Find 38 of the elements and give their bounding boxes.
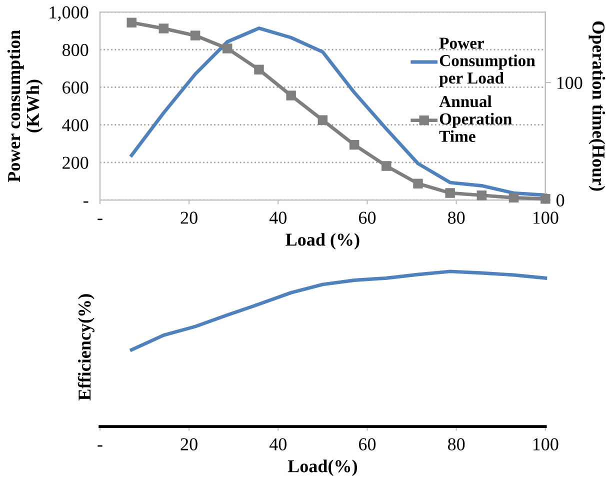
x-tick-label: 80 bbox=[448, 212, 465, 224]
x-axis-title: Load (%) bbox=[286, 233, 360, 250]
point bbox=[413, 178, 423, 188]
legend-label: Power Consumption per Load bbox=[439, 38, 536, 88]
x-tick-label: 80 bbox=[448, 438, 465, 450]
legend-label: Annual Operation Time bbox=[439, 95, 512, 142]
y-tick-label: 1,000 bbox=[50, 6, 88, 22]
y2-tick-label: 0 bbox=[556, 194, 564, 206]
y2-tick-label: 100 bbox=[557, 76, 582, 89]
point bbox=[382, 161, 392, 171]
y-tick-label: 800 bbox=[62, 44, 88, 56]
y2-axis-title: Operation time(Hour) bbox=[588, 21, 606, 191]
point bbox=[158, 24, 169, 34]
y-tick-label: 400 bbox=[62, 119, 88, 132]
point bbox=[190, 30, 200, 40]
y-axis-title: Power consumption (KWh) bbox=[7, 30, 43, 182]
y-axis-title: Efficiency(%) bbox=[78, 294, 94, 400]
point bbox=[349, 140, 360, 150]
x-tick-label: 40 bbox=[269, 212, 286, 224]
x-tick-label: 100 bbox=[533, 212, 558, 224]
x-tick-label: 60 bbox=[358, 212, 376, 224]
y-tick-label: 200 bbox=[62, 156, 88, 169]
y-tick-label: 600 bbox=[62, 82, 88, 94]
x-tick-label: 100 bbox=[533, 438, 558, 450]
x-tick-label: 60 bbox=[358, 438, 376, 450]
point bbox=[126, 18, 136, 28]
x-axis-title: Load(%) bbox=[288, 460, 358, 476]
point bbox=[508, 192, 519, 203]
point bbox=[476, 190, 487, 200]
point bbox=[318, 115, 328, 125]
point bbox=[254, 64, 264, 74]
x-tick-label: 20 bbox=[180, 212, 198, 224]
y-tick-label: - bbox=[84, 201, 88, 203]
point bbox=[445, 188, 455, 198]
x-tick-label: 40 bbox=[269, 438, 286, 450]
point bbox=[286, 90, 296, 100]
point bbox=[222, 44, 232, 54]
x-tick-label: 20 bbox=[180, 438, 198, 450]
